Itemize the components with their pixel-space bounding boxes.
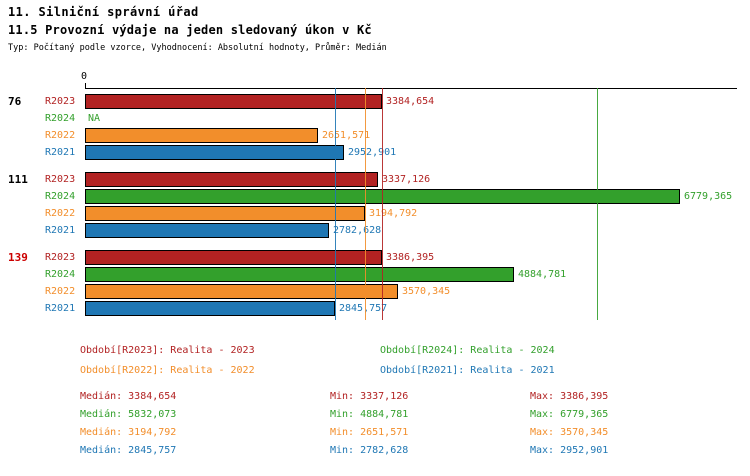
- row-label: R2024: [45, 191, 76, 202]
- axis-line: [85, 88, 737, 89]
- page-subtitle: 11.5 Provozní výdaje na jeden sledovaný …: [8, 23, 372, 37]
- group-label: 139: [8, 251, 28, 264]
- row-label: R2023: [45, 252, 76, 263]
- bar: [85, 128, 318, 143]
- chart-meta: Typ: Počítaný podle vzorce, Vyhodnocení:…: [8, 43, 387, 53]
- bar: [85, 250, 382, 265]
- bar-value-label: 3384,654: [386, 96, 435, 107]
- stat-median-r2021: Medián: 2845,757: [80, 445, 177, 456]
- stat-max-r2023: Max: 3386,395: [530, 391, 609, 402]
- row-label: R2023: [45, 174, 76, 185]
- row-label: R2024: [45, 269, 76, 280]
- axis-zero-label: 0: [81, 71, 88, 82]
- row-label: R2021: [45, 147, 76, 158]
- median-line: [597, 88, 598, 320]
- bar: [85, 145, 344, 160]
- bar: [85, 267, 514, 282]
- stat-min-r2024: Min: 4884,781: [330, 409, 409, 420]
- bar: [85, 206, 365, 221]
- bar: [85, 223, 329, 238]
- median-line: [365, 88, 366, 320]
- stat-min-r2023: Min: 3337,126: [330, 391, 409, 402]
- row-label: R2022: [45, 286, 76, 297]
- stat-min-r2021: Min: 2782,628: [330, 445, 409, 456]
- stat-min-r2022: Min: 2651,571: [330, 427, 409, 438]
- legend-item-r2024: Období[R2024]: Realita - 2024: [380, 345, 555, 356]
- row-label: R2021: [45, 225, 76, 236]
- legend-item-r2022: Období[R2022]: Realita - 2022: [80, 365, 255, 376]
- bar-value-label: 3194,792: [369, 208, 418, 219]
- row-label: R2023: [45, 96, 76, 107]
- group-label: 111: [8, 173, 28, 186]
- stat-median-r2023: Medián: 3384,654: [80, 391, 177, 402]
- stat-max-r2022: Max: 3570,345: [530, 427, 609, 438]
- median-line: [382, 88, 383, 320]
- bar-value-label: 6779,365: [684, 191, 733, 202]
- row-label: R2022: [45, 208, 76, 219]
- bar-value-label: 2651,571: [322, 130, 371, 141]
- axis-tick: [85, 83, 86, 88]
- bar: [85, 301, 335, 316]
- stat-max-r2024: Max: 6779,365: [530, 409, 609, 420]
- group-label: 76: [8, 95, 22, 108]
- bar: [85, 284, 398, 299]
- page-title: 11. Silniční správní úřad: [8, 5, 199, 19]
- bar-value-label: 2952,901: [348, 147, 397, 158]
- stat-max-r2021: Max: 2952,901: [530, 445, 609, 456]
- row-label: R2021: [45, 303, 76, 314]
- bar-value-label: 4884,781: [518, 269, 567, 280]
- bar: [85, 172, 378, 187]
- legend-item-r2023: Období[R2023]: Realita - 2023: [80, 345, 255, 356]
- row-label: R2024: [45, 113, 76, 124]
- bar-value-label: NA: [88, 113, 101, 124]
- bar-value-label: 2845,757: [339, 303, 388, 314]
- stat-median-r2024: Medián: 5832,073: [80, 409, 177, 420]
- median-line: [335, 88, 336, 320]
- bar-value-label: 3386,395: [386, 252, 435, 263]
- bar-value-label: 3570,345: [402, 286, 451, 297]
- row-label: R2022: [45, 130, 76, 141]
- bar-value-label: 2782,628: [333, 225, 382, 236]
- stat-median-r2022: Medián: 3194,792: [80, 427, 177, 438]
- bar-value-label: 3337,126: [382, 174, 431, 185]
- legend-item-r2021: Období[R2021]: Realita - 2021: [380, 365, 555, 376]
- bar: [85, 94, 382, 109]
